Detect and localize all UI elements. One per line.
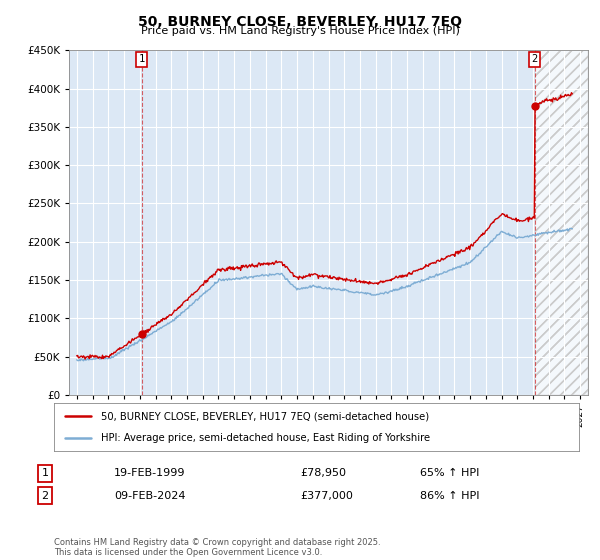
Text: £377,000: £377,000 [300,491,353,501]
Text: 65% ↑ HPI: 65% ↑ HPI [420,468,479,478]
Text: 2: 2 [532,54,538,64]
Text: HPI: Average price, semi-detached house, East Riding of Yorkshire: HPI: Average price, semi-detached house,… [101,433,430,443]
Text: £78,950: £78,950 [300,468,346,478]
Text: 2: 2 [41,491,49,501]
Text: 1: 1 [139,54,145,64]
Text: 50, BURNEY CLOSE, BEVERLEY, HU17 7EQ (semi-detached house): 50, BURNEY CLOSE, BEVERLEY, HU17 7EQ (se… [101,411,430,421]
Text: 50, BURNEY CLOSE, BEVERLEY, HU17 7EQ: 50, BURNEY CLOSE, BEVERLEY, HU17 7EQ [138,15,462,29]
Text: 86% ↑ HPI: 86% ↑ HPI [420,491,479,501]
Text: 19-FEB-1999: 19-FEB-1999 [114,468,185,478]
Text: 09-FEB-2024: 09-FEB-2024 [114,491,185,501]
Text: Price paid vs. HM Land Registry's House Price Index (HPI): Price paid vs. HM Land Registry's House … [140,26,460,36]
Text: 1: 1 [41,468,49,478]
Text: Contains HM Land Registry data © Crown copyright and database right 2025.
This d: Contains HM Land Registry data © Crown c… [54,538,380,557]
